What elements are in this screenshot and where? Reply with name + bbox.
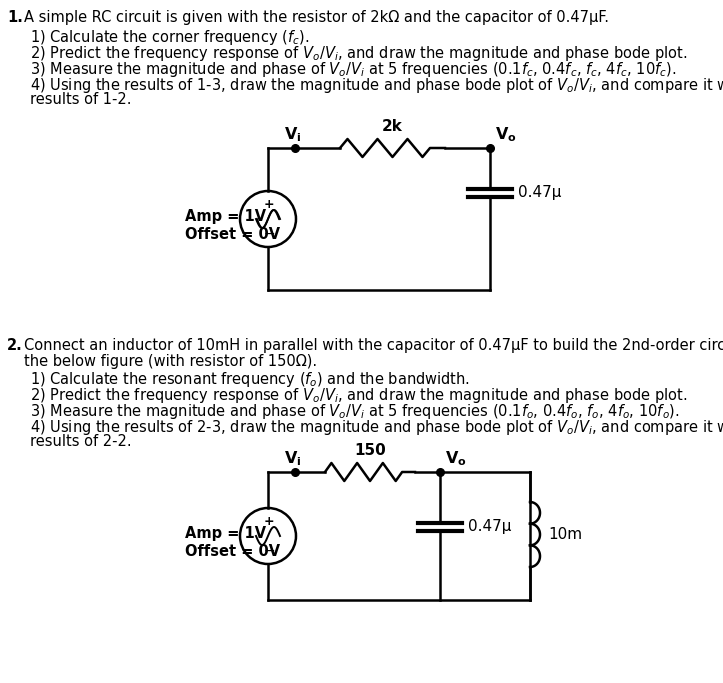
Text: 2.: 2. bbox=[7, 338, 22, 353]
Text: 1) Calculate the resonant frequency ($f_o$) and the bandwidth.: 1) Calculate the resonant frequency ($f_… bbox=[30, 370, 470, 389]
Text: 3) Measure the magnitude and phase of $V_o/V_i$ at 5 frequencies (0.1$f_c$, 0.4$: 3) Measure the magnitude and phase of $V… bbox=[30, 60, 677, 79]
Text: 4) Using the results of 2-3, draw the magnitude and phase bode plot of $V_o/V_i$: 4) Using the results of 2-3, draw the ma… bbox=[30, 418, 723, 437]
Text: 0.47μ: 0.47μ bbox=[518, 186, 561, 201]
Text: 2) Predict the frequency response of $V_o/V_i$, and draw the magnitude and phase: 2) Predict the frequency response of $V_… bbox=[30, 44, 688, 63]
Text: Offset = 0V: Offset = 0V bbox=[185, 227, 280, 242]
Text: 2k: 2k bbox=[382, 119, 403, 134]
Text: Amp = 1V: Amp = 1V bbox=[185, 209, 266, 224]
Text: +: + bbox=[264, 515, 274, 528]
Text: −: − bbox=[263, 544, 275, 557]
Text: 150: 150 bbox=[354, 443, 386, 458]
Text: 1) Calculate the corner frequency ($f_c$).: 1) Calculate the corner frequency ($f_c$… bbox=[30, 28, 309, 47]
Text: 3) Measure the magnitude and phase of $V_o/V_i$ at 5 frequencies (0.1$f_o$, 0.4$: 3) Measure the magnitude and phase of $V… bbox=[30, 402, 680, 421]
Text: Amp = 1V: Amp = 1V bbox=[185, 526, 266, 541]
Text: +: + bbox=[264, 198, 274, 211]
Text: Connect an inductor of 10mH in parallel with the capacitor of 0.47μF to build th: Connect an inductor of 10mH in parallel … bbox=[24, 338, 723, 353]
Text: $\mathbf{V_i}$: $\mathbf{V_i}$ bbox=[284, 449, 301, 468]
Text: 10m: 10m bbox=[548, 527, 582, 542]
Text: $\mathbf{V_o}$: $\mathbf{V_o}$ bbox=[445, 449, 467, 468]
Text: −: − bbox=[263, 227, 275, 240]
Text: $\mathbf{V_o}$: $\mathbf{V_o}$ bbox=[495, 125, 517, 144]
Text: A simple RC circuit is given with the resistor of 2kΩ and the capacitor of 0.47μ: A simple RC circuit is given with the re… bbox=[24, 10, 609, 25]
Text: $\mathbf{V_i}$: $\mathbf{V_i}$ bbox=[284, 125, 301, 144]
Text: 0.47μ: 0.47μ bbox=[468, 520, 511, 535]
Text: results of 1-2.: results of 1-2. bbox=[30, 92, 132, 107]
Text: Offset = 0V: Offset = 0V bbox=[185, 544, 280, 559]
Text: 1.: 1. bbox=[7, 10, 23, 25]
Text: 4) Using the results of 1-3, draw the magnitude and phase bode plot of $V_o/V_i$: 4) Using the results of 1-3, draw the ma… bbox=[30, 76, 723, 95]
Text: results of 2-2.: results of 2-2. bbox=[30, 434, 132, 449]
Text: 2) Predict the frequency response of $V_o/V_i$, and draw the magnitude and phase: 2) Predict the frequency response of $V_… bbox=[30, 386, 688, 405]
Text: the below figure (with resistor of 150Ω).: the below figure (with resistor of 150Ω)… bbox=[24, 354, 317, 369]
